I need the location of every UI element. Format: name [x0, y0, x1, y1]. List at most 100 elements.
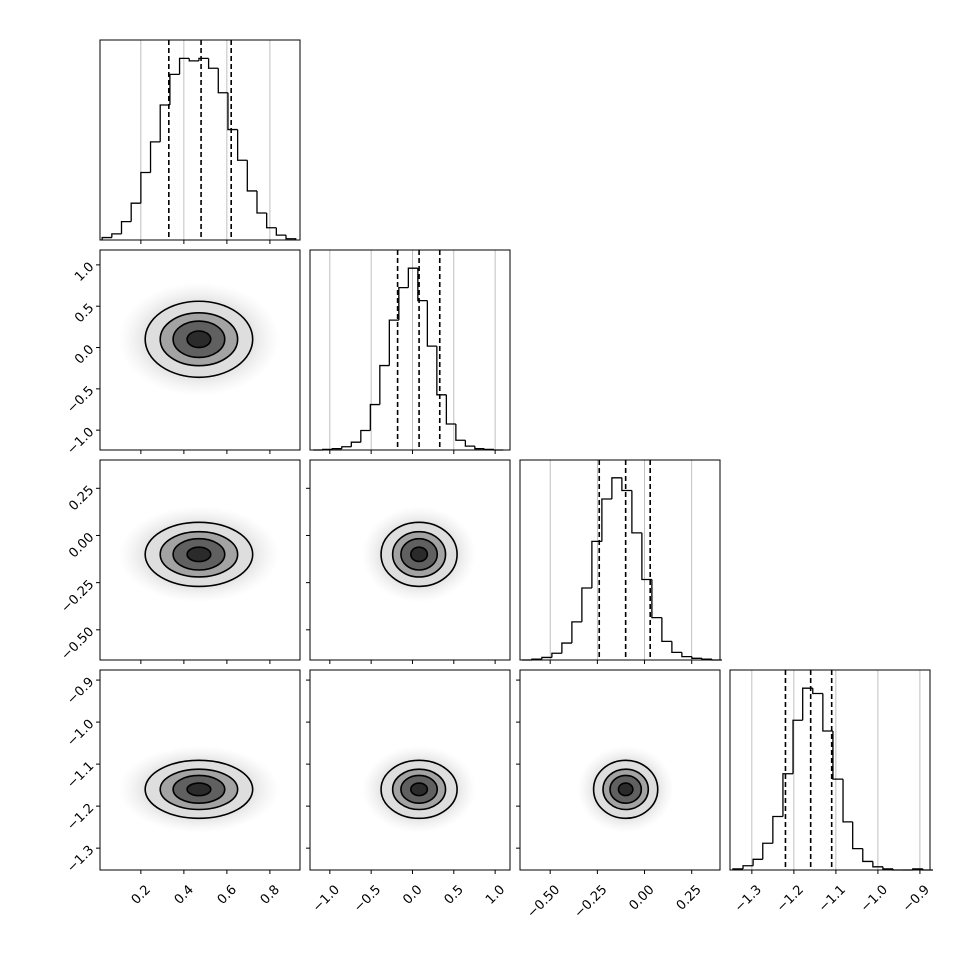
contour — [617, 782, 634, 797]
contour — [592, 759, 659, 820]
histogram-bar — [483, 448, 494, 451]
histogram-bar — [822, 693, 833, 732]
panel-frame — [99, 39, 301, 241]
histogram-bar — [217, 68, 228, 94]
histogram-bar — [474, 446, 485, 450]
contour — [186, 546, 212, 563]
density-fill — [410, 547, 428, 562]
y-tick-label: 1.0 — [72, 260, 97, 285]
contour — [391, 768, 447, 811]
pair-panel — [96, 459, 301, 664]
x-tick-label: −1.3 — [732, 882, 765, 915]
x-tick-label: 0.4 — [172, 882, 197, 907]
histogram-bar — [140, 171, 151, 204]
x-tick-label: −0.50 — [524, 882, 563, 921]
x-tick-label: −0.9 — [900, 882, 933, 915]
histogram-bar — [862, 848, 873, 863]
histogram-bar — [661, 617, 672, 643]
contour — [380, 759, 458, 820]
panel-frame — [309, 459, 511, 661]
contour — [172, 774, 226, 804]
panel-frame — [309, 669, 511, 871]
histogram-bar — [407, 267, 418, 288]
contour — [410, 782, 429, 797]
histogram-bar — [178, 57, 190, 75]
histogram-bar — [551, 652, 562, 658]
histogram-bar — [101, 236, 112, 240]
histogram-bar — [246, 160, 257, 192]
histogram-bar — [341, 446, 352, 449]
histogram-panel — [729, 669, 933, 874]
pair-panel — [306, 669, 511, 874]
histogram-bar — [207, 58, 219, 69]
x-tick-label: 0.00 — [626, 882, 657, 913]
histogram-bar — [571, 621, 582, 644]
panel-frame — [99, 459, 301, 661]
histogram-bar — [169, 73, 180, 106]
y-tick-label: −1.0 — [64, 425, 97, 458]
x-tick-label: −1.1 — [816, 882, 849, 915]
histogram-bar — [398, 287, 409, 321]
contour — [391, 530, 447, 578]
histogram-bar — [671, 641, 682, 654]
y-tick-label: −1.1 — [64, 759, 97, 792]
histogram-bar — [641, 532, 652, 581]
histogram-bar — [782, 773, 794, 817]
histogram-bar — [426, 300, 437, 347]
histogram-bar — [601, 498, 612, 542]
density-fill — [187, 330, 211, 348]
y-tick-label: −1.2 — [64, 801, 97, 834]
y-tick-label: 0.25 — [66, 483, 97, 514]
histogram-bar — [464, 440, 475, 447]
y-tick-label: 0.5 — [72, 301, 97, 326]
histogram-bar — [285, 235, 297, 240]
pair-panel — [516, 669, 721, 874]
histogram-bar — [832, 730, 844, 780]
histogram-bar — [436, 346, 447, 396]
y-tick-label: 0.00 — [66, 530, 97, 561]
pair-panel — [96, 669, 301, 874]
histogram-bar — [188, 58, 199, 62]
x-tick-label: 0.5 — [442, 882, 467, 907]
x-tick-label: 1.0 — [483, 882, 508, 907]
histogram-bar — [701, 658, 712, 660]
contour — [186, 782, 212, 797]
histogram-bar — [149, 141, 161, 173]
histogram-bar — [561, 642, 572, 654]
histogram-bar — [256, 190, 267, 214]
histogram-bar — [130, 202, 141, 222]
histogram-bar — [445, 394, 456, 425]
contour — [380, 521, 458, 588]
contour — [159, 768, 239, 811]
y-tick-label: 0.0 — [72, 342, 97, 367]
contour — [144, 521, 254, 588]
histogram-bar — [266, 213, 277, 229]
density-fill — [187, 783, 211, 796]
histogram-bar — [792, 719, 803, 774]
contour — [609, 774, 643, 804]
histogram-bar — [621, 477, 632, 492]
density-fill — [410, 783, 428, 796]
contour — [172, 320, 226, 359]
histogram-bar — [691, 656, 702, 659]
x-tick-label: 0.6 — [215, 882, 240, 907]
x-tick-label: 0.0 — [400, 882, 425, 907]
histogram-bar — [350, 441, 361, 447]
histogram-bar — [227, 92, 238, 131]
histogram-bar — [882, 866, 894, 870]
panel-frame — [99, 249, 301, 451]
histogram-panel — [309, 249, 511, 454]
histogram-bar — [812, 688, 823, 695]
histogram-bar — [611, 477, 622, 499]
histogram-bar — [369, 403, 380, 431]
histogram-bar — [541, 656, 552, 660]
histogram-bar — [198, 57, 209, 61]
x-tick-label: −1.2 — [774, 882, 807, 915]
histogram-bar — [120, 220, 132, 234]
histogram-bar — [275, 227, 287, 236]
y-tick-label: −0.50 — [59, 625, 98, 664]
histogram-bar — [331, 448, 342, 450]
histogram-bar — [159, 104, 170, 142]
y-tick-label: −0.9 — [64, 675, 97, 708]
histogram-bar — [852, 821, 863, 850]
